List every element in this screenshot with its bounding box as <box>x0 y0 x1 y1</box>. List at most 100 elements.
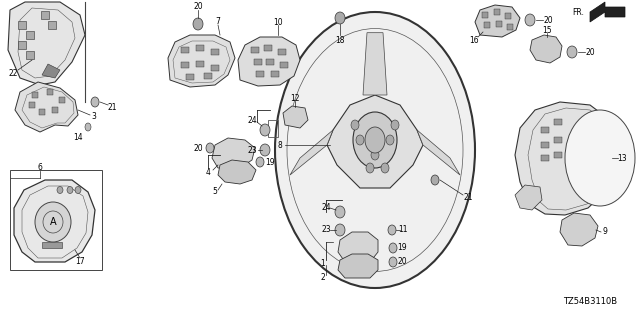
Polygon shape <box>505 13 511 19</box>
Polygon shape <box>280 62 288 68</box>
Polygon shape <box>18 21 26 29</box>
Polygon shape <box>283 106 308 128</box>
Ellipse shape <box>351 120 359 130</box>
Polygon shape <box>251 47 259 53</box>
Ellipse shape <box>67 187 73 194</box>
Polygon shape <box>256 71 264 77</box>
Text: 21: 21 <box>108 102 116 111</box>
Text: 16: 16 <box>469 36 479 44</box>
Polygon shape <box>181 47 189 53</box>
Text: FR.: FR. <box>572 7 584 17</box>
Ellipse shape <box>431 175 439 185</box>
Polygon shape <box>186 74 194 80</box>
Ellipse shape <box>371 150 379 160</box>
Polygon shape <box>338 232 378 262</box>
Text: 20: 20 <box>543 15 553 25</box>
Ellipse shape <box>391 120 399 130</box>
Polygon shape <box>327 95 423 188</box>
Ellipse shape <box>335 224 345 236</box>
Polygon shape <box>211 49 219 55</box>
Text: 20: 20 <box>193 2 203 11</box>
Ellipse shape <box>260 144 270 156</box>
Polygon shape <box>560 213 598 246</box>
Polygon shape <box>278 49 286 55</box>
Polygon shape <box>494 9 500 15</box>
Polygon shape <box>212 138 255 168</box>
Ellipse shape <box>388 225 396 235</box>
Polygon shape <box>554 137 562 143</box>
Ellipse shape <box>57 187 63 194</box>
Polygon shape <box>196 45 204 51</box>
Text: 5: 5 <box>212 188 218 196</box>
Polygon shape <box>254 59 262 65</box>
Text: 3: 3 <box>92 111 97 121</box>
Text: 17: 17 <box>75 258 85 267</box>
Polygon shape <box>515 102 618 215</box>
Ellipse shape <box>335 206 345 218</box>
Polygon shape <box>26 31 34 39</box>
Polygon shape <box>218 160 256 184</box>
Polygon shape <box>204 73 212 79</box>
Text: 9: 9 <box>603 228 607 236</box>
Text: A: A <box>50 217 56 227</box>
Text: 14: 14 <box>73 132 83 141</box>
Ellipse shape <box>75 187 81 194</box>
Polygon shape <box>196 61 204 67</box>
Ellipse shape <box>275 12 475 288</box>
Polygon shape <box>238 37 300 86</box>
Text: 23: 23 <box>247 146 257 155</box>
Ellipse shape <box>193 18 203 30</box>
Polygon shape <box>52 107 58 113</box>
Ellipse shape <box>256 157 264 167</box>
Polygon shape <box>484 22 490 28</box>
Ellipse shape <box>260 124 270 136</box>
Polygon shape <box>363 33 387 95</box>
Text: 24: 24 <box>321 204 331 212</box>
Polygon shape <box>266 59 274 65</box>
Text: 15: 15 <box>542 26 552 35</box>
Polygon shape <box>26 51 34 59</box>
Ellipse shape <box>206 143 214 153</box>
Ellipse shape <box>386 135 394 145</box>
Polygon shape <box>338 254 378 278</box>
Ellipse shape <box>353 112 397 168</box>
Polygon shape <box>181 62 189 68</box>
Text: TZ54B3110B: TZ54B3110B <box>563 298 617 307</box>
Polygon shape <box>39 109 45 115</box>
Text: 4: 4 <box>205 167 211 177</box>
Text: 1: 1 <box>321 260 325 268</box>
Text: 19: 19 <box>265 157 275 166</box>
Polygon shape <box>507 24 513 30</box>
Ellipse shape <box>565 110 635 206</box>
Polygon shape <box>482 12 488 18</box>
Polygon shape <box>541 142 549 148</box>
Text: 24: 24 <box>247 116 257 124</box>
Polygon shape <box>32 92 38 98</box>
Polygon shape <box>42 242 62 248</box>
Text: 11: 11 <box>398 226 408 235</box>
Ellipse shape <box>567 46 577 58</box>
Polygon shape <box>554 119 562 125</box>
Text: 18: 18 <box>335 36 345 44</box>
Polygon shape <box>290 130 333 175</box>
Ellipse shape <box>389 243 397 253</box>
Polygon shape <box>29 102 35 108</box>
Text: 20: 20 <box>193 143 203 153</box>
Polygon shape <box>42 64 60 78</box>
Text: 19: 19 <box>397 244 407 252</box>
Text: 20: 20 <box>397 258 407 267</box>
Text: 12: 12 <box>291 93 300 102</box>
Polygon shape <box>14 180 95 262</box>
Polygon shape <box>475 5 520 37</box>
Ellipse shape <box>389 257 397 267</box>
Polygon shape <box>15 82 78 132</box>
Text: 20: 20 <box>585 47 595 57</box>
Text: 7: 7 <box>216 17 220 26</box>
Polygon shape <box>417 130 460 175</box>
Text: 10: 10 <box>273 18 283 27</box>
Polygon shape <box>47 89 53 95</box>
Text: 22: 22 <box>8 68 18 77</box>
Polygon shape <box>48 21 56 29</box>
Polygon shape <box>554 152 562 158</box>
Polygon shape <box>541 127 549 133</box>
